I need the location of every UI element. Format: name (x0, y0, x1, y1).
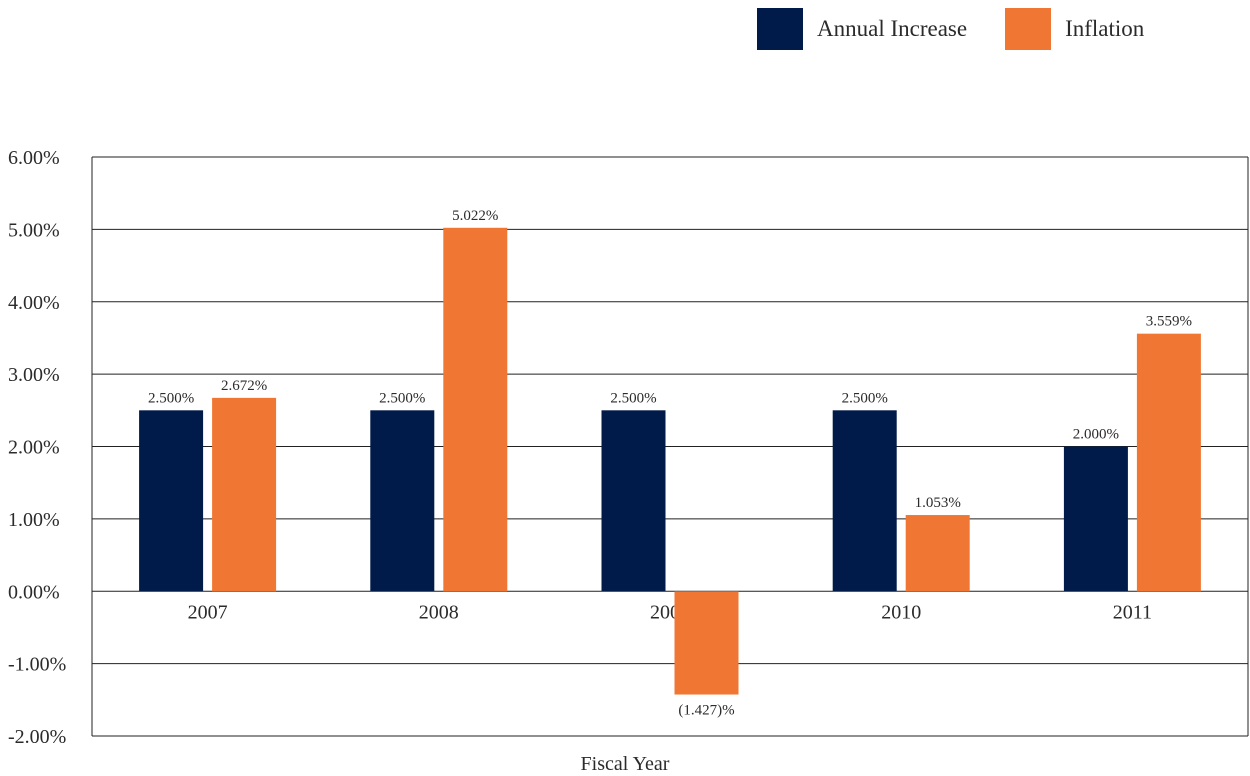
legend-label-annual-increase: Annual Increase (817, 16, 968, 41)
bar-annual-increase (1063, 446, 1128, 592)
y-tick-label: 2.00% (8, 437, 60, 459)
x-tick-label: 2011 (1113, 601, 1152, 623)
data-label: 5.022% (452, 208, 498, 224)
bar-inflation (443, 227, 508, 592)
data-label: 2.500% (379, 390, 425, 406)
y-tick-label: 0.00% (8, 581, 60, 603)
x-tick-label: 2007 (188, 601, 228, 623)
data-label: 2.672% (221, 378, 267, 394)
bar-inflation (905, 515, 970, 592)
y-tick-label: 1.00% (8, 509, 60, 531)
bar-annual-increase (601, 410, 666, 592)
bar-inflation (212, 397, 277, 592)
y-tick-label: 4.00% (8, 292, 60, 314)
bar-annual-increase (832, 410, 897, 592)
y-tick-label: -2.00% (8, 726, 66, 748)
legend-swatch-inflation (1005, 8, 1052, 50)
data-label: (1.427)% (678, 703, 734, 719)
legend-item-inflation: Inflation (1005, 8, 1144, 50)
legend-label-inflation: Inflation (1065, 16, 1145, 41)
bar-annual-increase (370, 410, 435, 592)
data-label: 2.000% (1073, 427, 1119, 443)
x-axis-title: Fiscal Year (580, 753, 670, 775)
data-label: 2.500% (610, 390, 656, 406)
bar-inflation (1136, 333, 1201, 592)
y-tick-label: 6.00% (8, 147, 60, 169)
legend: Annual Increase Inflation (757, 8, 1182, 50)
data-label: 3.559% (1146, 314, 1192, 330)
legend-item-annual-increase: Annual Increase (757, 8, 967, 50)
x-tick-label: 2010 (881, 601, 921, 623)
bar-annual-increase (139, 410, 204, 592)
x-tick-label: 2008 (419, 601, 459, 623)
data-label: 1.053% (915, 495, 961, 511)
legend-swatch-annual-increase (757, 8, 803, 50)
y-tick-label: 3.00% (8, 364, 60, 386)
y-tick-label: 5.00% (8, 219, 60, 241)
data-label: 2.500% (148, 390, 194, 406)
y-tick-label: -1.00% (8, 654, 66, 676)
data-label: 2.500% (842, 390, 888, 406)
bar-inflation (674, 591, 739, 695)
